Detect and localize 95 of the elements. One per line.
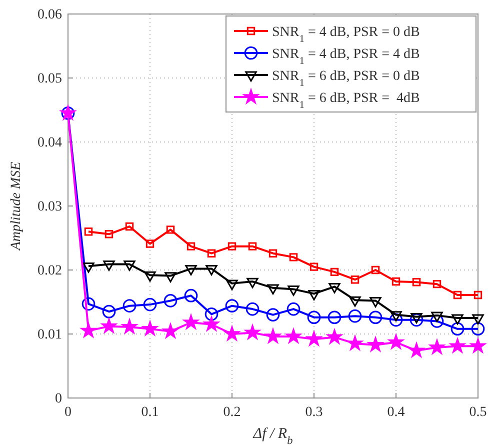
point — [350, 275, 360, 284]
point — [409, 342, 424, 358]
legend-label: SNR$_{1}$ = 4 dB, PSR = 4 dB — [272, 47, 420, 66]
point — [266, 308, 280, 322]
point — [164, 272, 176, 282]
point — [81, 323, 96, 338]
y-tick-label: 0 — [55, 391, 62, 406]
x-tick-label: 0.5 — [469, 404, 487, 420]
point — [102, 318, 116, 333]
y-tick-label: 0.01 — [38, 327, 62, 342]
y-tick-label: 0.02 — [38, 263, 62, 278]
point — [246, 278, 258, 288]
point — [289, 253, 298, 262]
point — [327, 329, 342, 344]
y-axis-title: Amplitude MSE — [9, 161, 24, 252]
point — [163, 324, 178, 338]
point — [392, 277, 400, 286]
point — [246, 302, 260, 316]
point — [82, 297, 96, 311]
point — [266, 328, 280, 343]
point — [450, 322, 464, 336]
point — [348, 336, 362, 350]
point — [328, 310, 342, 324]
point — [204, 308, 218, 321]
legend-label: SNR$_{1}$ = 6 dB, PSR = 0 dB — [272, 69, 420, 88]
point — [166, 226, 175, 234]
point — [286, 302, 300, 316]
point — [164, 294, 178, 308]
point — [142, 321, 158, 336]
point — [124, 260, 136, 271]
point — [267, 284, 279, 295]
point — [84, 227, 93, 236]
point — [184, 314, 198, 329]
point — [186, 242, 196, 250]
point — [430, 314, 444, 328]
point — [389, 313, 403, 327]
x-tick-label: 0 — [64, 404, 72, 420]
point — [122, 299, 136, 312]
point — [206, 265, 218, 276]
point — [450, 338, 465, 353]
point — [207, 249, 216, 258]
point — [226, 280, 238, 290]
point — [430, 340, 444, 354]
point — [204, 316, 219, 331]
y-tick-label: 0.05 — [38, 71, 62, 86]
point — [102, 304, 116, 318]
point — [146, 240, 154, 248]
point — [225, 299, 239, 312]
point — [471, 322, 485, 336]
point — [474, 290, 482, 300]
x-axis-title: Δf / R$_{b}$ — [252, 426, 294, 446]
point — [248, 242, 257, 250]
point — [310, 262, 318, 271]
point — [348, 309, 362, 323]
point — [368, 337, 383, 352]
x-tick-label: 0.1 — [141, 404, 159, 420]
x-tick-label: 0.3 — [305, 404, 323, 420]
point — [122, 319, 137, 334]
point — [330, 268, 339, 276]
point — [245, 324, 260, 340]
point — [370, 297, 382, 308]
point — [432, 280, 442, 288]
point — [103, 260, 115, 271]
point — [349, 296, 361, 307]
point — [368, 310, 382, 324]
point — [410, 313, 424, 327]
point — [185, 265, 197, 276]
point — [184, 288, 198, 302]
point — [328, 282, 340, 294]
point — [144, 271, 156, 282]
point — [288, 286, 300, 296]
x-tick-label: 0.2 — [223, 404, 241, 420]
point — [306, 331, 322, 346]
point — [224, 326, 240, 340]
point — [143, 298, 157, 312]
point — [268, 249, 278, 258]
legend-label: SNR$_{1}$ = 4 dB, PSR = 0 dB — [272, 25, 420, 44]
legend-label: SNR$_{1}$ = 6 dB, PSR = 4dB — [272, 91, 420, 110]
point — [228, 242, 236, 250]
point — [412, 278, 421, 286]
point — [307, 310, 321, 324]
y-tick-label: 0.03 — [38, 199, 62, 214]
x-tick-label: 0.4 — [387, 404, 405, 420]
point — [470, 338, 486, 353]
point — [125, 222, 134, 231]
point — [390, 311, 402, 322]
y-tick-label: 0.06 — [38, 7, 62, 22]
point — [453, 290, 462, 300]
point — [104, 230, 114, 238]
point — [388, 334, 404, 349]
point — [308, 290, 320, 300]
point — [371, 266, 380, 274]
y-tick-label: 0.04 — [38, 135, 62, 150]
point — [82, 262, 94, 273]
point — [286, 328, 301, 343]
